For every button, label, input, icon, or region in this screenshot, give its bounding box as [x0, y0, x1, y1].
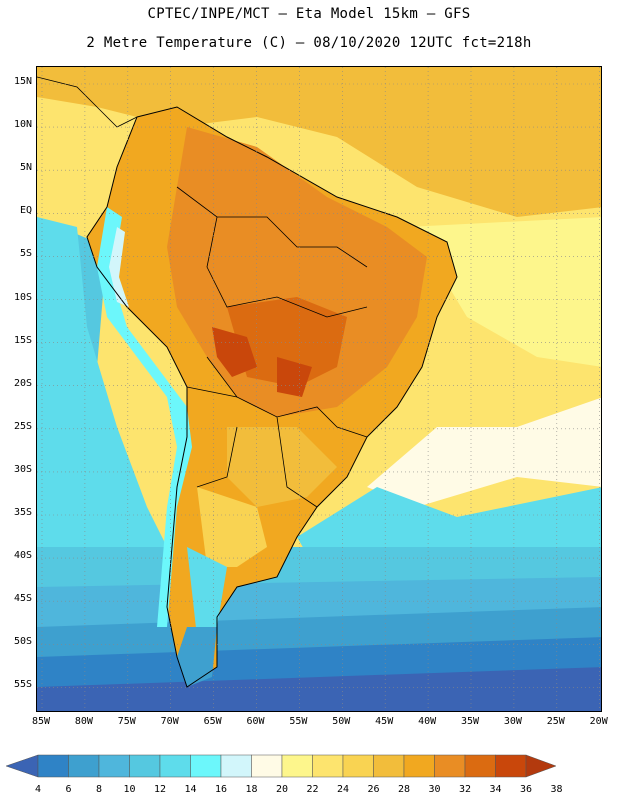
- lat-tick-label: 5S: [19, 248, 32, 260]
- colorbar-swatch: [342, 754, 374, 778]
- colorbar-tick-label: 30: [428, 784, 441, 795]
- colorbar-swatch: [403, 754, 435, 778]
- colorbar-tick-label: 6: [65, 784, 72, 795]
- colorbar-tick-label: 32: [458, 784, 472, 795]
- lon-tick-label: 75W: [117, 716, 136, 727]
- lat-tick-label: 55S: [13, 679, 32, 691]
- colorbar-swatch: [464, 754, 496, 778]
- lat-tick-label: 35S: [13, 507, 32, 518]
- colorbar-swatch: [37, 754, 69, 778]
- lat-tick-label: 20S: [13, 377, 32, 389]
- colorbar-tick-label: 36: [519, 784, 533, 795]
- colorbar-swatch: [159, 754, 191, 778]
- lon-tick-label: 20W: [589, 716, 608, 727]
- colorbar-tick-label: 18: [245, 784, 258, 795]
- colorbar-tick-label: 24: [336, 784, 350, 795]
- lon-tick-label: 70W: [160, 716, 179, 727]
- lon-tick-label: 30W: [503, 716, 522, 727]
- lat-tick-label: 15S: [13, 334, 32, 346]
- colorbar-swatch: [495, 754, 527, 778]
- lat-tick-label: 15N: [13, 76, 32, 87]
- colorbar-swatch: [312, 754, 344, 778]
- lon-tick-label: 55W: [289, 716, 308, 727]
- colorbar-tick-label: 14: [184, 784, 197, 795]
- colorbar-swatch: [68, 754, 100, 778]
- colorbar-max-arrow: [525, 754, 557, 778]
- lon-tick-label: 25W: [546, 716, 565, 727]
- colorbar-swatch: [98, 754, 130, 778]
- colorbar-tick-label: 22: [306, 784, 319, 795]
- colorbar-min-arrow: [5, 754, 39, 778]
- lon-tick-label: 85W: [31, 716, 51, 727]
- colorbar-swatch: [190, 754, 222, 778]
- lat-tick-label: 45S: [13, 593, 32, 605]
- map-title-line1: CPTEC/INPE/MCT – Eta Model 15km – GFS: [147, 6, 471, 22]
- lat-tick-label: 40S: [13, 550, 32, 562]
- colorbar-swatch: [434, 754, 466, 778]
- colorbar-tick-label: 12: [153, 784, 167, 795]
- lat-tick-label: 10N: [13, 119, 32, 131]
- lat-tick-label: 50S: [13, 636, 32, 648]
- lon-tick-label: 60W: [246, 716, 265, 727]
- colorbar-tick-label: 26: [367, 784, 380, 795]
- colorbar-swatch: [373, 754, 405, 778]
- lat-tick-label: 10S: [13, 291, 32, 303]
- lon-tick-label: 65W: [203, 716, 222, 727]
- lon-tick-label: 45W: [375, 716, 394, 727]
- colorbar-tick-label: 28: [397, 784, 411, 795]
- colorbar-tick-label: 8: [95, 784, 103, 795]
- colorbar-swatch: [251, 754, 283, 778]
- temperature-colorbar: [5, 754, 557, 778]
- map-canvas: [37, 67, 601, 711]
- colorbar-tick-label: 34: [489, 784, 502, 795]
- lon-tick-label: 80W: [74, 716, 93, 727]
- lat-tick-label: 25S: [13, 420, 32, 432]
- colorbar-tick-label: 20: [275, 784, 289, 795]
- colorbar-tick-label: 10: [123, 784, 136, 795]
- lon-tick-label: 35W: [460, 716, 480, 727]
- lat-tick-label: 5N: [19, 162, 32, 174]
- colorbar-swatch: [220, 754, 252, 778]
- map-title-line2: 2 Metre Temperature (C) – 08/10/2020 12U…: [86, 35, 532, 51]
- temperature-map: [36, 66, 602, 712]
- lon-tick-label: 40W: [418, 716, 437, 727]
- lat-tick-label: EQ: [19, 205, 32, 217]
- lat-tick-label: 30S: [13, 463, 32, 475]
- colorbar-tick-label: 4: [34, 784, 42, 795]
- colorbar-swatch: [281, 754, 313, 778]
- lon-tick-label: 50W: [332, 716, 351, 727]
- colorbar-tick-label: 16: [214, 784, 228, 795]
- colorbar-swatch: [129, 754, 161, 778]
- colorbar-tick-label: 38: [550, 784, 563, 795]
